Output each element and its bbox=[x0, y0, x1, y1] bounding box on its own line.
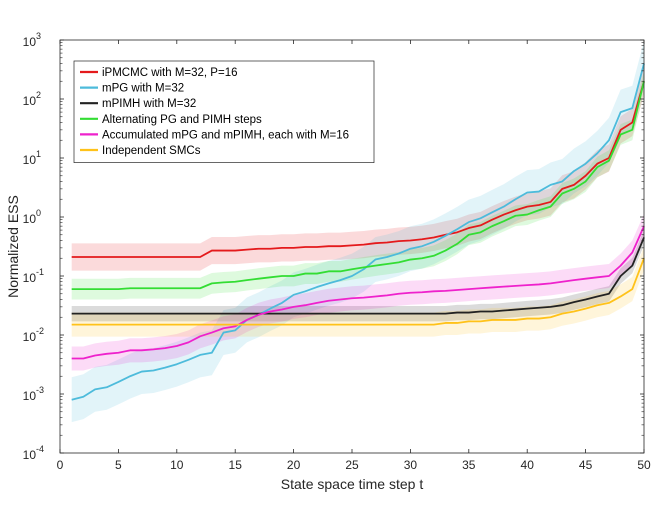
series-lines bbox=[71, 63, 645, 401]
y-tick-exponent: 1 bbox=[36, 149, 41, 159]
series-line-5 bbox=[71, 225, 645, 360]
y-tick-label: 10 bbox=[23, 389, 37, 403]
axis-ticks bbox=[59, 39, 645, 454]
series-points-4 bbox=[71, 81, 645, 290]
y-tick-base: 10 bbox=[23, 448, 37, 462]
x-tick-label: 35 bbox=[462, 458, 476, 472]
legend-entry-2: mPG with M=32 bbox=[102, 83, 184, 95]
series-line-4 bbox=[71, 81, 645, 290]
x-tick-label: 10 bbox=[170, 458, 184, 472]
y-tick-exponent: 0 bbox=[36, 208, 41, 218]
y-tick-exponent: -1 bbox=[36, 267, 44, 277]
series-points-3 bbox=[71, 237, 645, 314]
y-tick-base: 10 bbox=[23, 35, 37, 49]
legend-entry-6: Independent SMCs bbox=[102, 145, 201, 157]
x-tick-label: 20 bbox=[287, 458, 301, 472]
y-tick-base: 10 bbox=[23, 271, 37, 285]
confidence-band-2 bbox=[71, 41, 645, 423]
y-tick-base: 10 bbox=[23, 212, 37, 226]
x-tick-label: 5 bbox=[115, 458, 122, 472]
y-tick-exponent: 2 bbox=[36, 90, 41, 100]
confidence-band-3 bbox=[71, 229, 645, 322]
series-points-6 bbox=[71, 258, 645, 325]
y-tick-label: 10 bbox=[23, 448, 37, 462]
x-tick-label: 30 bbox=[404, 458, 418, 472]
y-tick-base: 10 bbox=[23, 330, 37, 344]
series-line-3 bbox=[71, 237, 645, 315]
x-tick-label: 45 bbox=[579, 458, 593, 472]
x-tick-label: 40 bbox=[521, 458, 535, 472]
y-tick-label: 10 bbox=[23, 271, 37, 285]
y-tick-base: 10 bbox=[23, 94, 37, 108]
x-tick-label: 50 bbox=[637, 458, 651, 472]
y-tick-label: 10 bbox=[23, 35, 37, 49]
series-line-6 bbox=[71, 257, 645, 326]
series-line-1 bbox=[71, 80, 645, 258]
y-tick-label: 10 bbox=[23, 330, 37, 344]
y-tick-label: 10 bbox=[23, 153, 37, 167]
y-axis-label: Normalized ESS bbox=[5, 195, 21, 298]
legend-entry-5: Accumulated mPG and mPIMH, each with M=1… bbox=[102, 129, 349, 141]
series-points-5 bbox=[71, 226, 645, 359]
y-tick-base: 10 bbox=[23, 389, 37, 403]
legend-entry-3: mPIMH with M=32 bbox=[102, 98, 196, 110]
legend-entry-1: iPMCMC with M=32, P=16 bbox=[102, 67, 238, 79]
legend: iPMCMC with M=32, P=16 mPG with M=32 mPIMH… bbox=[73, 60, 375, 163]
y-tick-exponent: -2 bbox=[36, 326, 44, 336]
y-tick-base: 10 bbox=[23, 153, 37, 167]
y-tick-exponent: -3 bbox=[36, 385, 44, 395]
x-tick-label: 15 bbox=[229, 458, 243, 472]
x-tick-labels: 0 5 10 15 20 25 30 35 40 45 50 bbox=[57, 458, 651, 472]
x-tick-label: 25 bbox=[345, 458, 359, 472]
x-axis-label: State space time step t bbox=[281, 476, 424, 492]
legend-box bbox=[73, 60, 375, 163]
confidence-band-1 bbox=[71, 67, 645, 271]
y-tick-label: 10 bbox=[23, 94, 37, 108]
series-line-2 bbox=[71, 63, 645, 401]
y-tick-label: 10 bbox=[23, 212, 37, 226]
y-tick-exponent: -4 bbox=[36, 444, 44, 454]
series-points-1 bbox=[71, 81, 645, 257]
x-tick-label: 0 bbox=[57, 458, 64, 472]
legend-entry-4: Alternating PG and PIMH steps bbox=[102, 114, 262, 126]
y-tick-exponent: 3 bbox=[36, 31, 41, 41]
